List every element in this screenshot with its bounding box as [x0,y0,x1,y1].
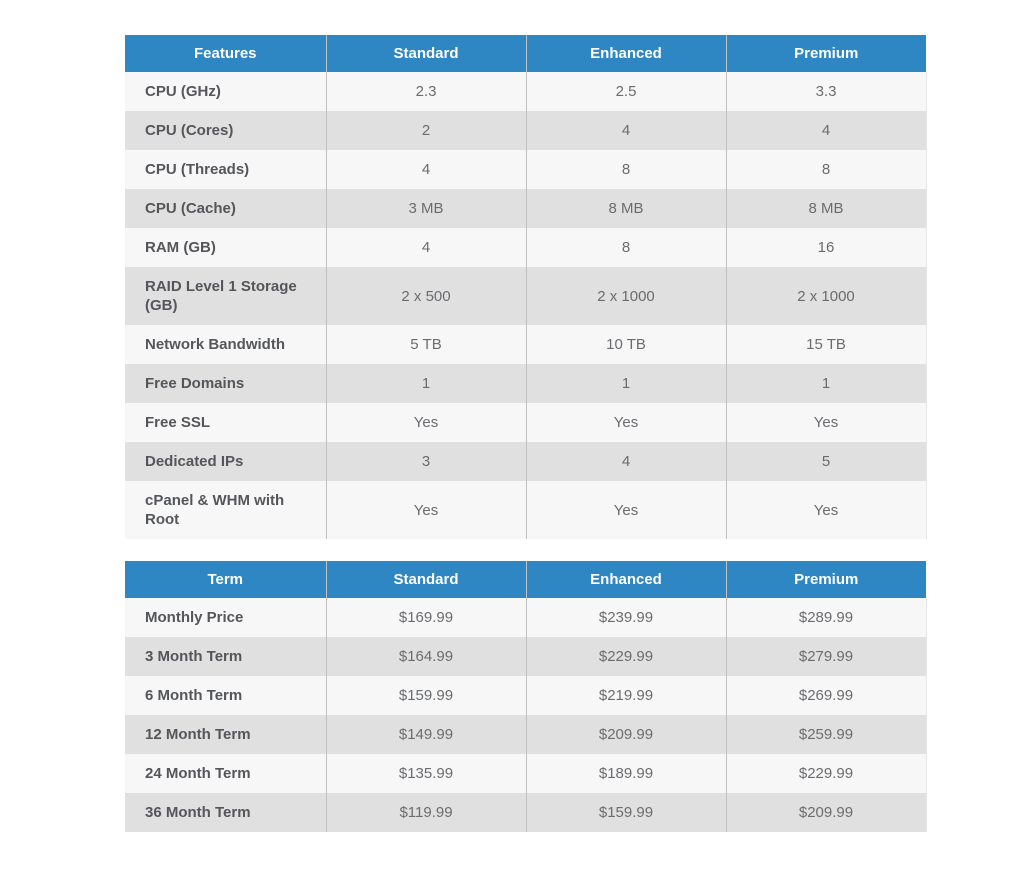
row-value: 5 [725,442,927,481]
row-value: $119.99 [325,793,526,832]
feature-row: Dedicated IPs 3 4 5 [125,442,927,481]
features-header-enhanced: Enhanced [525,35,726,72]
features-header-features: Features [125,35,326,72]
row-label: CPU (GHz) [125,72,326,111]
features-header-premium: Premium [725,35,926,72]
features-table: Features Standard Enhanced Premium CPU (… [125,35,927,539]
row-value: Yes [725,403,927,442]
row-label: CPU (Cores) [125,111,326,150]
row-value: $164.99 [325,637,526,676]
row-value: $189.99 [525,754,726,793]
row-label: 3 Month Term [125,637,326,676]
features-header-standard: Standard [325,35,526,72]
features-header-row: Features Standard Enhanced Premium [125,35,926,72]
row-value: $219.99 [525,676,726,715]
row-value: 8 [525,228,726,267]
row-value: 3 [325,442,526,481]
row-value: $159.99 [525,793,726,832]
feature-row: CPU (GHz) 2.3 2.5 3.3 [125,72,927,111]
row-value: $239.99 [525,598,726,637]
pricing-row: 36 Month Term $119.99 $159.99 $209.99 [125,793,927,832]
pricing-header-term: Term [125,561,326,598]
row-value: 16 [725,228,927,267]
row-value: 5 TB [325,325,526,364]
row-value: $289.99 [725,598,927,637]
plan-comparison-section: Features Standard Enhanced Premium CPU (… [125,35,927,832]
row-value: 8 MB [525,189,726,228]
row-label: CPU (Cache) [125,189,326,228]
row-value: 4 [325,150,526,189]
feature-row: RAM (GB) 4 8 16 [125,228,927,267]
row-value: 4 [325,228,526,267]
row-value: Yes [725,481,927,539]
feature-row: Network Bandwidth 5 TB 10 TB 15 TB [125,325,927,364]
row-label: 6 Month Term [125,676,326,715]
row-value: $159.99 [325,676,526,715]
row-label: cPanel & WHM with Root [125,481,326,539]
row-value: $229.99 [725,754,927,793]
row-value: 4 [725,111,927,150]
pricing-row: 3 Month Term $164.99 $229.99 $279.99 [125,637,927,676]
pricing-header-standard: Standard [325,561,526,598]
row-value: Yes [325,403,526,442]
feature-row: CPU (Cache) 3 MB 8 MB 8 MB [125,189,927,228]
row-value: 15 TB [725,325,927,364]
row-value: 8 [525,150,726,189]
row-value: 4 [525,442,726,481]
row-value: 2 x 1000 [725,267,927,325]
feature-row: RAID Level 1 Storage (GB) 2 x 500 2 x 1000… [125,267,927,325]
feature-row: CPU (Threads) 4 8 8 [125,150,927,189]
row-label: Dedicated IPs [125,442,326,481]
row-value: 3 MB [325,189,526,228]
row-value: 4 [525,111,726,150]
row-label: CPU (Threads) [125,150,326,189]
row-value: $209.99 [725,793,927,832]
row-value: $149.99 [325,715,526,754]
row-value: 2 x 500 [325,267,526,325]
feature-row: Free Domains 1 1 1 [125,364,927,403]
row-value: $229.99 [525,637,726,676]
row-value: Yes [525,481,726,539]
row-value: 3.3 [725,72,927,111]
pricing-header-premium: Premium [725,561,926,598]
feature-row: cPanel & WHM with Root Yes Yes Yes [125,481,927,539]
row-value: $259.99 [725,715,927,754]
row-value: 2.5 [525,72,726,111]
row-label: 12 Month Term [125,715,326,754]
row-label: Free Domains [125,364,326,403]
pricing-row: Monthly Price $169.99 $239.99 $289.99 [125,598,927,637]
row-label: 36 Month Term [125,793,326,832]
pricing-header-enhanced: Enhanced [525,561,726,598]
row-value: $279.99 [725,637,927,676]
row-label: RAID Level 1 Storage (GB) [125,267,326,325]
row-value: 2 x 1000 [525,267,726,325]
feature-row: Free SSL Yes Yes Yes [125,403,927,442]
row-value: $269.99 [725,676,927,715]
row-label: Network Bandwidth [125,325,326,364]
row-value: $169.99 [325,598,526,637]
pricing-table: Term Standard Enhanced Premium Monthly P… [125,561,927,832]
row-label: 24 Month Term [125,754,326,793]
row-value: 2 [325,111,526,150]
pricing-row: 24 Month Term $135.99 $189.99 $229.99 [125,754,927,793]
row-value: 1 [325,364,526,403]
row-label: RAM (GB) [125,228,326,267]
row-value: $209.99 [525,715,726,754]
pricing-header-row: Term Standard Enhanced Premium [125,561,926,598]
row-value: $135.99 [325,754,526,793]
feature-row: CPU (Cores) 2 4 4 [125,111,927,150]
row-value: Yes [325,481,526,539]
row-value: Yes [525,403,726,442]
row-value: 10 TB [525,325,726,364]
row-value: 8 MB [725,189,927,228]
row-value: 8 [725,150,927,189]
row-label: Monthly Price [125,598,326,637]
pricing-row: 12 Month Term $149.99 $209.99 $259.99 [125,715,927,754]
row-value: 1 [525,364,726,403]
row-value: 2.3 [325,72,526,111]
row-label: Free SSL [125,403,326,442]
pricing-row: 6 Month Term $159.99 $219.99 $269.99 [125,676,927,715]
row-value: 1 [725,364,927,403]
